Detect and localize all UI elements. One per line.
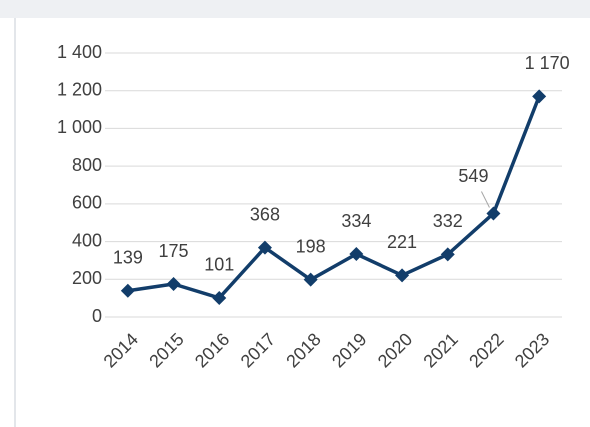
x-tick-label: 2014 [100,329,142,371]
x-tick-label: 2019 [328,329,370,371]
leader-line [481,191,490,208]
data-label: 368 [250,204,280,224]
marker [395,268,410,283]
left-border [14,18,16,427]
y-tick-label: 600 [72,193,102,213]
y-tick-label: 0 [92,306,102,326]
y-tick-label: 1 400 [57,42,102,62]
top-band [0,0,590,18]
data-label: 549 [458,166,488,186]
marker [166,277,181,291]
y-tick-label: 400 [72,230,102,250]
y-tick-label: 200 [72,268,102,288]
x-tick-label: 2016 [191,329,233,371]
data-label: 198 [296,236,326,256]
marker [532,89,547,104]
data-label: 101 [204,255,234,275]
x-tick-label: 2021 [419,329,461,371]
data-label: 139 [113,248,143,268]
marker [486,206,501,221]
data-label: 1 170 [525,53,570,73]
x-tick-label: 2022 [465,329,507,371]
data-label: 332 [433,211,463,231]
x-tick-label: 2020 [374,329,416,371]
marker [120,283,135,298]
x-tick-label: 2015 [145,329,187,371]
data-label: 221 [387,232,417,252]
y-tick-label: 800 [72,155,102,175]
x-tick-label: 2018 [282,329,324,371]
marker [257,240,272,255]
data-label: 334 [341,211,371,231]
data-label: 175 [159,241,189,261]
marker [212,290,227,305]
line [127,95,541,300]
x-tick-label: 2017 [237,329,279,371]
marker [349,247,364,262]
marker [440,247,455,262]
y-tick-label: 1 200 [57,79,102,99]
y-tick-label: 1 000 [57,117,102,137]
marker [303,272,318,287]
x-tick-label: 2023 [511,329,553,371]
